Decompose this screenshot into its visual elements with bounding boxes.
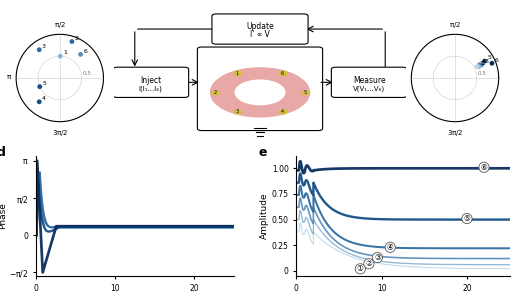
Point — [56, 54, 64, 58]
Text: 6: 6 — [83, 49, 87, 54]
Circle shape — [211, 68, 309, 117]
Text: ①: ① — [357, 264, 364, 273]
Text: I' ∝ V: I' ∝ V — [250, 30, 270, 39]
Text: 2: 2 — [482, 61, 485, 66]
Point — [35, 47, 43, 52]
Text: $3\pi/2$: $3\pi/2$ — [51, 128, 68, 138]
Text: $3\pi/2$: $3\pi/2$ — [447, 128, 463, 138]
Bar — [279, 71, 286, 75]
Circle shape — [235, 80, 285, 105]
Text: 4: 4 — [42, 96, 46, 101]
Text: ②: ② — [366, 259, 372, 268]
Text: Inject: Inject — [140, 76, 161, 85]
Point — [488, 61, 496, 66]
Text: 1: 1 — [480, 61, 484, 66]
Text: ④: ④ — [387, 243, 394, 252]
Bar — [234, 71, 241, 75]
Text: 4: 4 — [281, 109, 284, 114]
Text: 2: 2 — [213, 90, 216, 95]
Point — [35, 84, 44, 89]
Text: 5: 5 — [487, 55, 491, 60]
Text: 2: 2 — [74, 36, 79, 41]
Text: $\pi/2$: $\pi/2$ — [449, 20, 461, 30]
Text: ③: ③ — [374, 253, 381, 262]
Text: V(V₁...V₆): V(V₁...V₆) — [353, 85, 385, 92]
Text: ⑤: ⑤ — [463, 214, 471, 223]
Text: $\pi$: $\pi$ — [6, 73, 12, 81]
Text: Update: Update — [246, 22, 274, 32]
Point — [68, 39, 76, 44]
Point — [473, 64, 481, 69]
Text: 5: 5 — [42, 81, 46, 86]
Point — [480, 59, 489, 64]
Point — [477, 62, 486, 67]
Text: 4: 4 — [482, 59, 486, 64]
Point — [35, 99, 43, 104]
Point — [76, 52, 85, 57]
Text: 3: 3 — [42, 44, 46, 49]
FancyBboxPatch shape — [113, 67, 189, 98]
Text: 6: 6 — [495, 58, 498, 62]
FancyBboxPatch shape — [212, 14, 308, 44]
Text: 0.5: 0.5 — [83, 71, 92, 76]
Text: 3: 3 — [484, 59, 488, 64]
Bar — [234, 110, 241, 113]
Text: $\pi$: $\pi$ — [401, 73, 407, 81]
Bar — [279, 110, 286, 113]
Text: $\pi/2$: $\pi/2$ — [54, 20, 66, 30]
FancyBboxPatch shape — [331, 67, 407, 98]
Text: e: e — [258, 146, 267, 159]
Text: I(I₁...I₆): I(I₁...I₆) — [139, 85, 163, 92]
Point — [475, 62, 484, 67]
Text: 1: 1 — [63, 50, 67, 56]
Point — [475, 64, 483, 69]
Text: d: d — [0, 146, 6, 159]
Text: Measure: Measure — [353, 76, 385, 85]
Text: ⑥: ⑥ — [480, 163, 487, 172]
Y-axis label: Amplitude: Amplitude — [260, 193, 269, 239]
Bar — [302, 91, 309, 94]
Text: 3: 3 — [236, 109, 239, 114]
Y-axis label: Phase: Phase — [0, 202, 7, 230]
Text: 0.5: 0.5 — [478, 71, 487, 76]
FancyBboxPatch shape — [198, 47, 322, 130]
Text: 1: 1 — [236, 70, 239, 76]
Text: 6: 6 — [281, 70, 284, 76]
Bar — [211, 91, 218, 94]
Text: 5: 5 — [304, 90, 307, 95]
